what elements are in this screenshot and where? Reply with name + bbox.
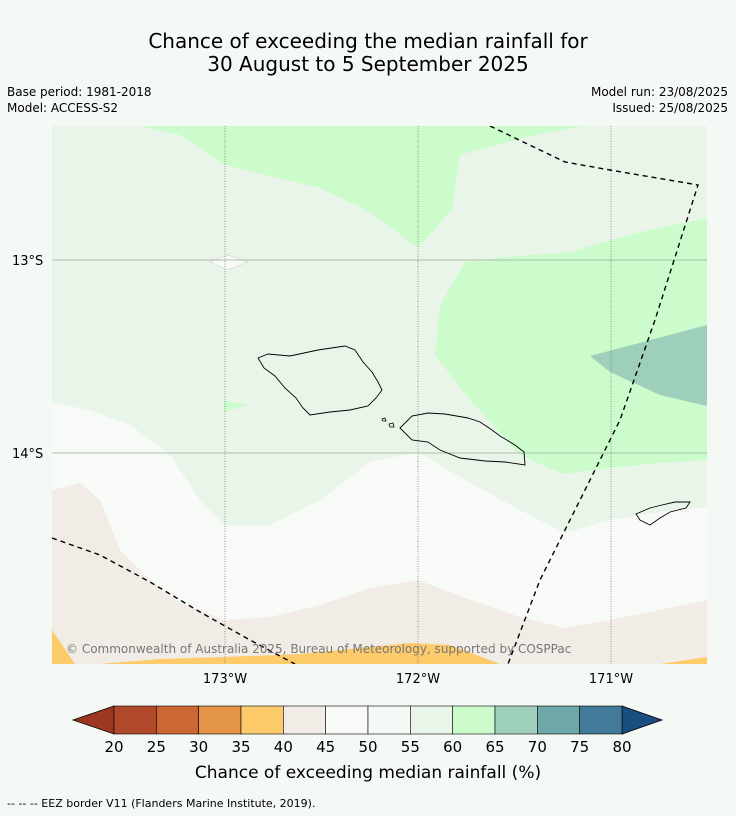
colorbar-tick-label: 40 bbox=[274, 738, 293, 756]
island-small-2 bbox=[388, 422, 395, 428]
copyright-text: © Commonwealth of Australia 2025, Bureau… bbox=[66, 642, 571, 656]
colorbar-cell bbox=[367, 705, 411, 735]
colorbar-tick-label: 35 bbox=[231, 738, 250, 756]
colorbar-cell bbox=[240, 705, 284, 735]
contour-40-45 bbox=[52, 483, 707, 664]
lon-label-173w: 173°W bbox=[203, 672, 247, 687]
colorbar-tick-label: 45 bbox=[316, 738, 335, 756]
island-savaii bbox=[257, 345, 383, 416]
lat-label-14s: 14°S bbox=[12, 447, 43, 462]
colorbar-tick-label: 30 bbox=[189, 738, 208, 756]
colorbar-cell bbox=[156, 705, 199, 735]
contour-35-40-east bbox=[660, 657, 707, 664]
colorbar-tick-label: 70 bbox=[528, 738, 547, 756]
colorbar-tick-label: 75 bbox=[570, 738, 589, 756]
colorbar-tick-label: 65 bbox=[485, 738, 504, 756]
contour-small-white bbox=[209, 254, 249, 271]
island-upolu bbox=[399, 412, 526, 466]
lon-label-171w: 171°W bbox=[589, 672, 633, 687]
colorbar-cell bbox=[283, 705, 326, 735]
title-line-1: Chance of exceeding the median rainfall … bbox=[148, 29, 588, 53]
contour-60-65-north bbox=[140, 126, 585, 248]
colorbar-cell bbox=[410, 705, 453, 735]
map-area bbox=[52, 126, 707, 664]
title-line-2: 30 August to 5 September 2025 bbox=[207, 52, 529, 76]
colorbar-tick-label: 25 bbox=[147, 738, 166, 756]
colorbar-tick-label: 80 bbox=[612, 738, 631, 756]
meta-right: Model run: 23/08/2025 Issued: 25/08/2025 bbox=[591, 84, 728, 116]
colorbar-cell bbox=[452, 705, 496, 735]
lat-label-13s: 13°S bbox=[12, 254, 43, 269]
island-small-1 bbox=[381, 417, 387, 422]
contour-small-green bbox=[223, 400, 248, 412]
colorbar-cell bbox=[198, 705, 242, 735]
contour-45-50 bbox=[52, 403, 707, 664]
colorbar-over-arrow bbox=[621, 705, 664, 735]
contour-35-40 bbox=[52, 630, 75, 664]
meta-left: Base period: 1981-2018 Model: ACCESS-S2 bbox=[7, 84, 152, 116]
colorbar-label: Chance of exceeding median rainfall (%) bbox=[195, 763, 541, 783]
colorbar-cells bbox=[113, 705, 623, 735]
colorbar-cell bbox=[325, 705, 369, 735]
contour-35-40-south bbox=[100, 643, 500, 664]
island-tutuila bbox=[635, 501, 691, 526]
colorbar-tick-label: 50 bbox=[358, 738, 377, 756]
eez-border-east bbox=[489, 126, 699, 664]
colorbar-ticks: 20 25 30 35 40 45 50 55 60 65 70 75 80 bbox=[104, 738, 631, 756]
colorbar: 20 25 30 35 40 45 50 55 60 65 70 75 80 Chance of exc… bbox=[71, 705, 664, 783]
colorbar-tick-label: 20 bbox=[104, 738, 123, 756]
colorbar-under-arrow bbox=[71, 705, 115, 735]
eez-legend-note: -- -- -- EEZ border V11 (Flanders Marine… bbox=[7, 797, 316, 810]
contour-65-70-east bbox=[590, 325, 707, 406]
colorbar-cell bbox=[113, 705, 157, 735]
contour-60-65-east bbox=[435, 218, 707, 474]
issued-date: Issued: 25/08/2025 bbox=[612, 101, 728, 115]
colorbar-tick-label: 55 bbox=[401, 738, 420, 756]
colorbar-cell bbox=[494, 705, 538, 735]
model-name: Model: ACCESS-S2 bbox=[7, 101, 119, 115]
colorbar-cell bbox=[579, 705, 623, 735]
colorbar-tick-label: 60 bbox=[443, 738, 462, 756]
eez-border-southwest bbox=[52, 537, 296, 664]
base-period: Base period: 1981-2018 bbox=[7, 85, 152, 99]
model-run: Model run: 23/08/2025 bbox=[590, 85, 728, 99]
chart-title: Chance of exceeding the median rainfall … bbox=[0, 30, 736, 76]
colorbar-cell bbox=[537, 705, 580, 735]
lon-label-172w: 172°W bbox=[396, 672, 440, 687]
